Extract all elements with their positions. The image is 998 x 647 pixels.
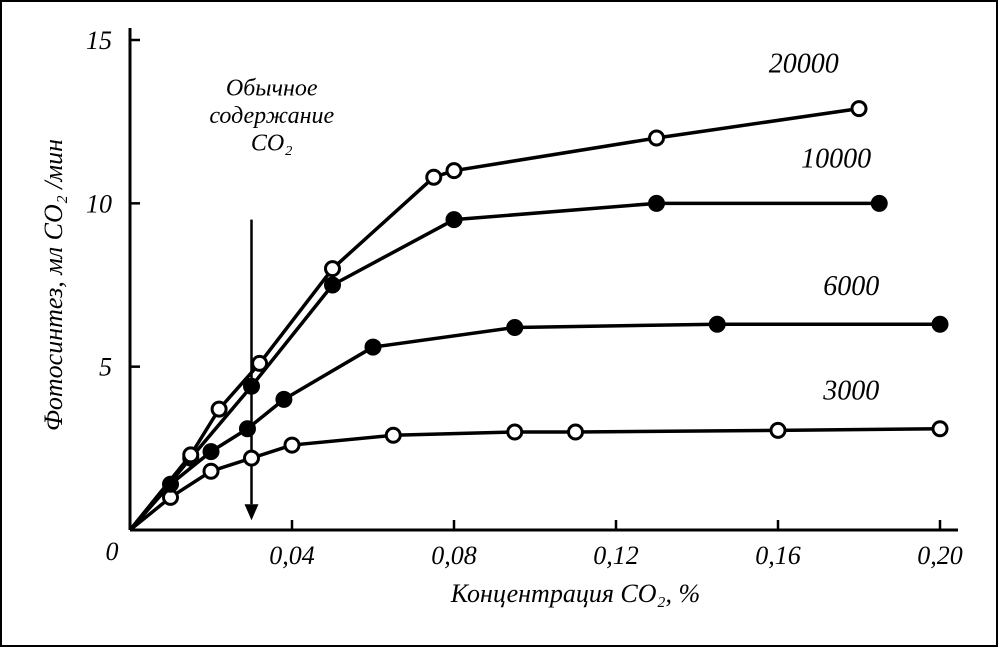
data-marker: [212, 402, 226, 416]
series-label: 10000: [801, 143, 871, 174]
data-marker: [366, 340, 380, 354]
origin-label: 0: [106, 537, 119, 566]
data-marker: [285, 438, 299, 452]
data-marker: [771, 423, 785, 437]
x-tick-label: 0,12: [593, 541, 639, 570]
x-axis-label: Концентрация CO₂, %: [450, 579, 700, 608]
data-marker: [569, 425, 583, 439]
data-marker: [447, 213, 461, 227]
data-marker: [933, 422, 947, 436]
data-marker: [386, 428, 400, 442]
annotation-arrow-head: [245, 504, 259, 520]
data-marker: [326, 262, 340, 276]
data-marker: [508, 425, 522, 439]
data-marker: [245, 451, 259, 465]
series-line: [130, 203, 879, 530]
data-marker: [872, 196, 886, 210]
series-label: 20000: [769, 49, 839, 80]
x-tick-label: 0,08: [431, 541, 477, 570]
series-20000: [130, 102, 866, 530]
data-marker: [650, 131, 664, 145]
data-marker: [245, 379, 259, 393]
y-tick-label: 5: [99, 353, 112, 382]
data-marker: [508, 320, 522, 334]
series-label: 6000: [823, 271, 879, 302]
data-marker: [852, 102, 866, 116]
y-tick-label: 15: [86, 26, 112, 55]
data-marker: [710, 317, 724, 331]
series-line: [130, 109, 859, 530]
data-marker: [240, 422, 254, 436]
x-tick-label: 0,04: [269, 541, 315, 570]
data-marker: [650, 196, 664, 210]
y-tick-label: 10: [86, 189, 112, 218]
data-marker: [184, 448, 198, 462]
data-marker: [447, 164, 461, 178]
data-marker: [253, 356, 267, 370]
series-10000: [130, 196, 886, 530]
line-chart: 0,04 0,08 0,12 0,16 0,20 0 5 10 15 Концентрация C…: [0, 0, 998, 647]
annotation-label: ОбычноесодержаниеCO₂: [209, 76, 334, 157]
data-marker: [204, 464, 218, 478]
chart-container: 0,04 0,08 0,12 0,16 0,20 0 5 10 15 Концентрация C…: [0, 0, 998, 647]
y-axis-label: Фотосинтез, мл CO₂ /мин: [39, 139, 68, 431]
data-marker: [326, 278, 340, 292]
x-tick-label: 0,20: [917, 541, 963, 570]
data-marker: [204, 445, 218, 459]
data-marker: [427, 170, 441, 184]
x-tick-label: 0,16: [755, 541, 801, 570]
data-marker: [277, 392, 291, 406]
series-label: 3000: [822, 375, 879, 406]
data-marker: [933, 317, 947, 331]
